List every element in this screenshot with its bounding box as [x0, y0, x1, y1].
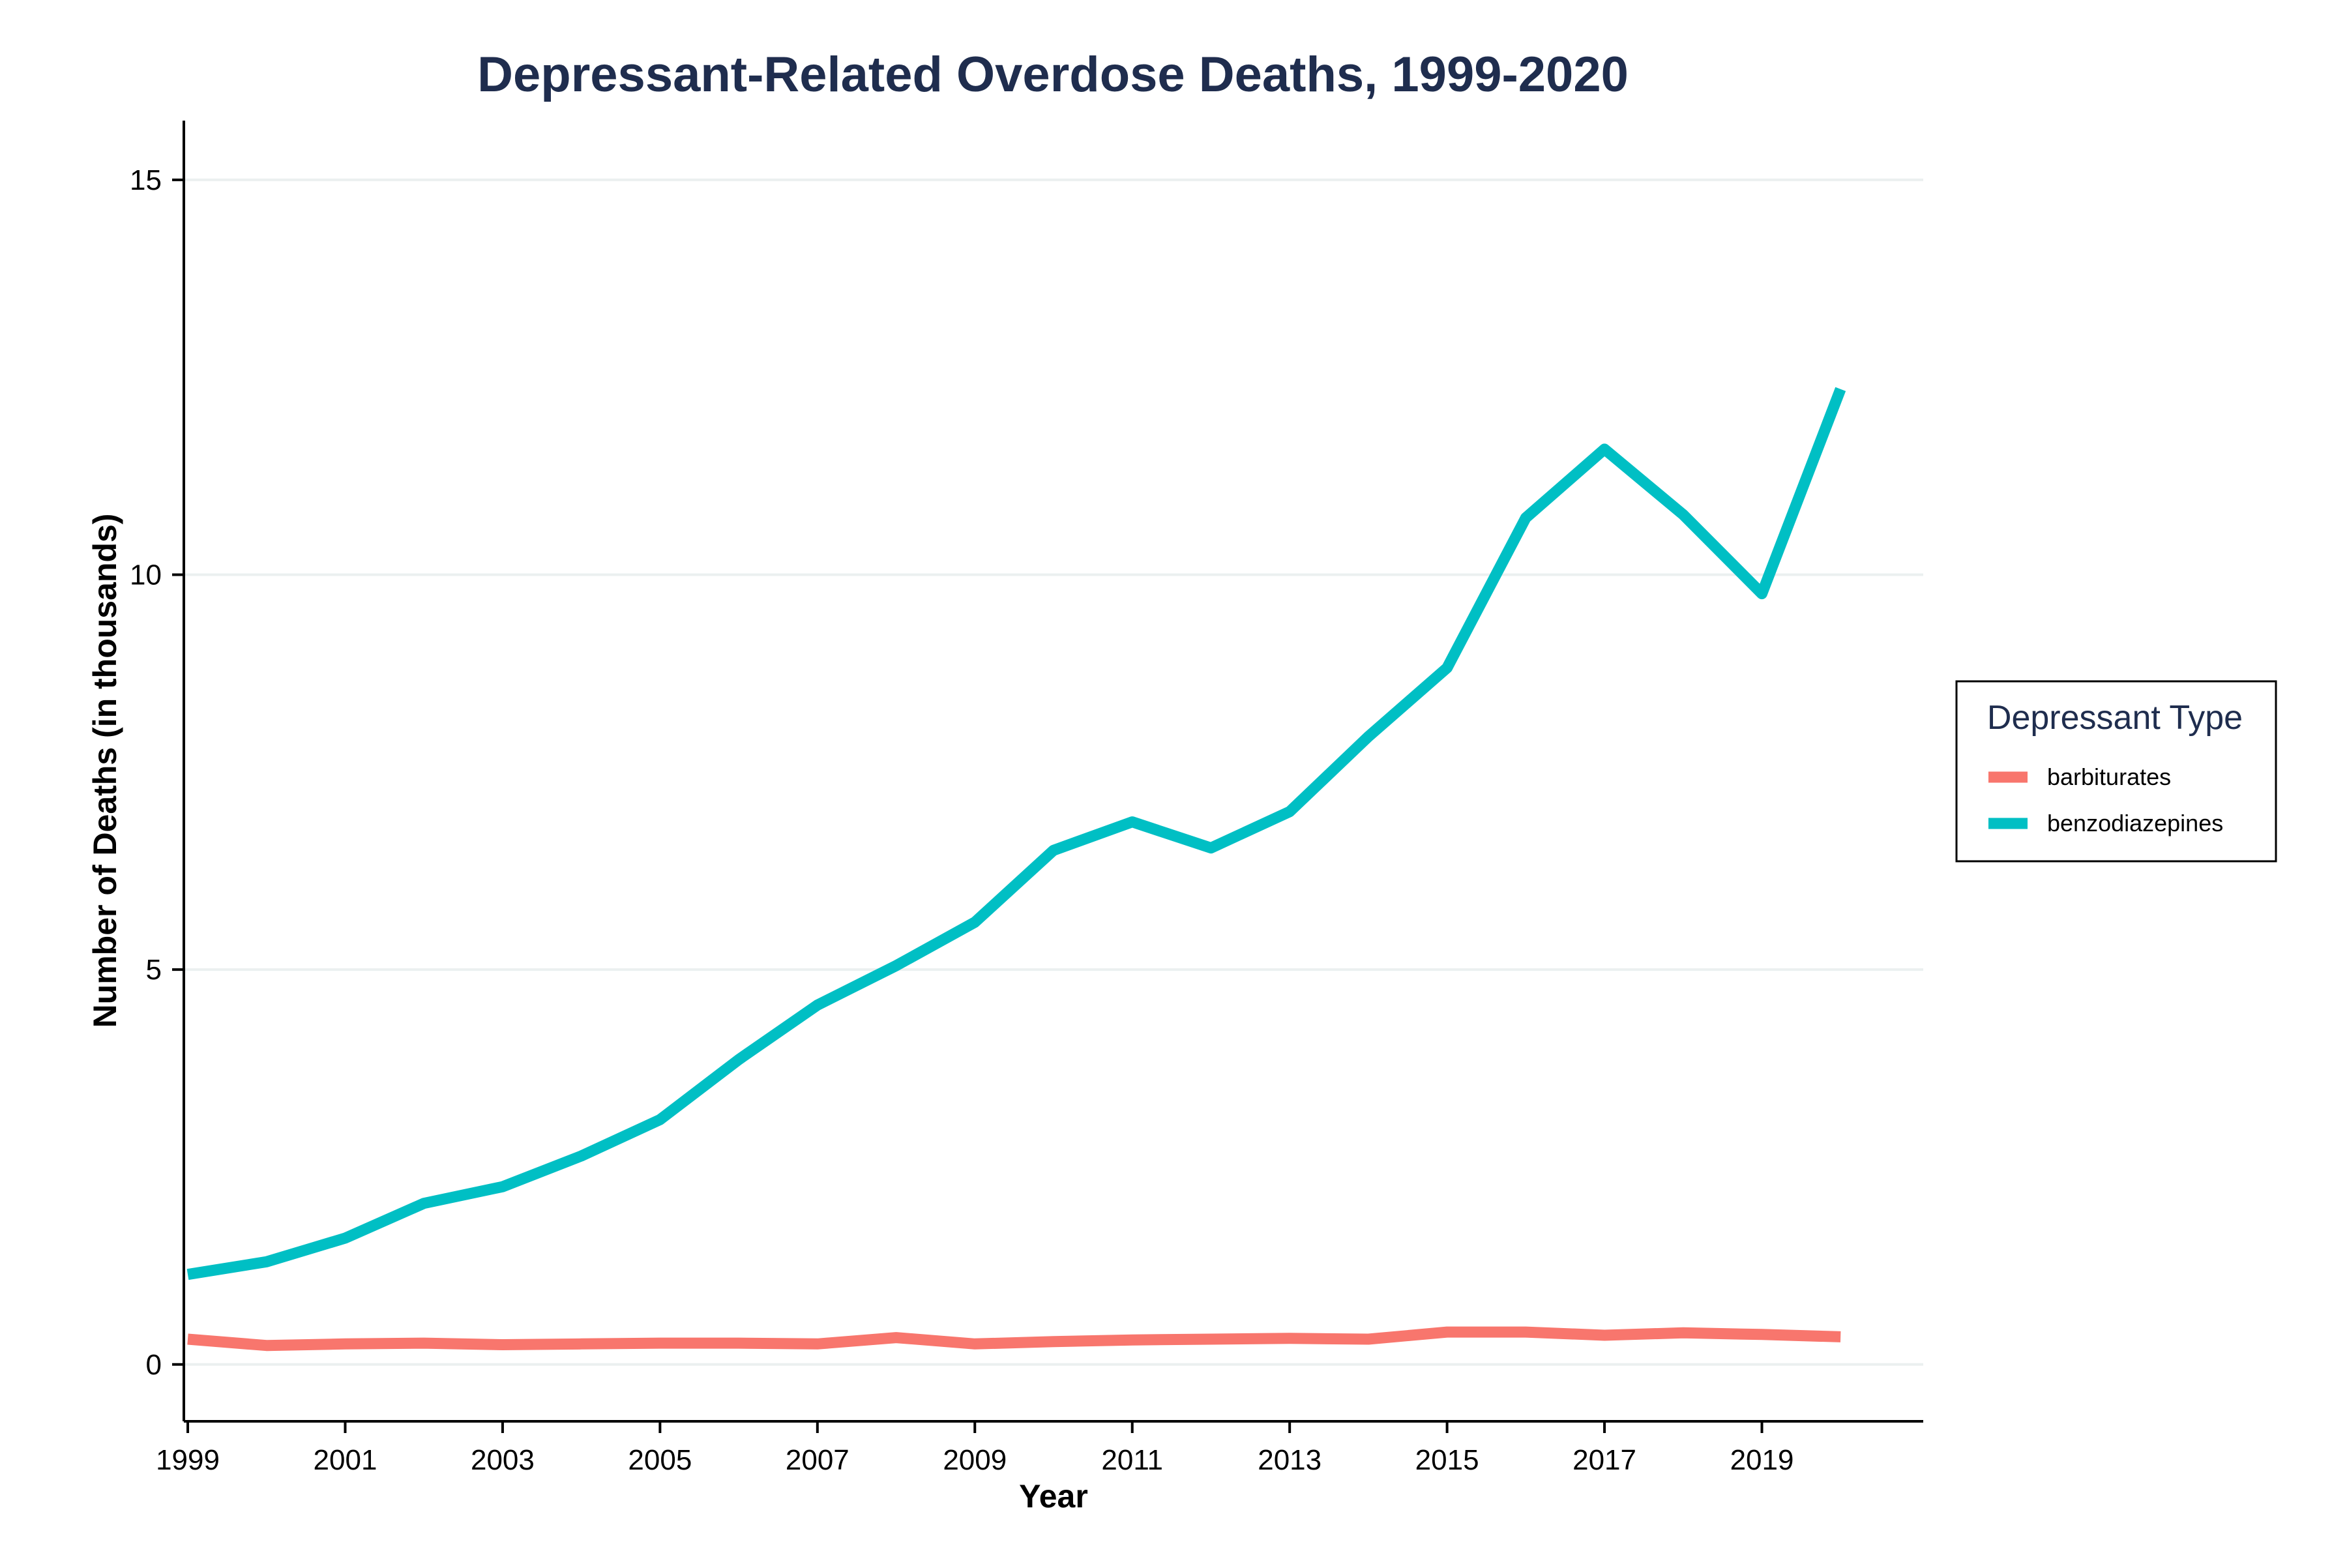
x-tick-label: 2011: [1101, 1444, 1163, 1476]
series-line-benzodiazepines: [186, 387, 1846, 1280]
x-tick-label: 2019: [1730, 1444, 1794, 1476]
x-tick-label: 1999: [156, 1444, 220, 1476]
y-tick-label: 10: [130, 559, 162, 591]
series-line-barbiturates: [187, 1326, 1841, 1352]
legend-box: [1955, 680, 2277, 863]
legend-label: barbiturates: [2047, 763, 2171, 790]
x-tick-label: 2005: [628, 1444, 692, 1476]
legend: Depressant Type barbiturates benzodiazepi…: [1955, 680, 2277, 863]
y-axis-title: Number of Deaths (in thousands): [87, 514, 123, 1028]
x-tick-label: 2003: [471, 1444, 535, 1476]
x-ticks: 1999 2001 2003 2005 2007 2009 2011 2013 2015 2017…: [156, 1421, 1793, 1476]
y-tick-label: 0: [146, 1349, 162, 1381]
x-tick-label: 2009: [943, 1444, 1007, 1476]
x-tick-label: 2013: [1258, 1444, 1321, 1476]
x-tick-label: 2015: [1415, 1444, 1479, 1476]
y-tick-label: 15: [130, 164, 162, 196]
series-lines: [186, 387, 1846, 1352]
chart-title: Depressant-Related Overdose Deaths, 1999…: [477, 47, 1629, 102]
y-ticks: 0 5 10 15: [130, 164, 184, 1381]
legend-label: benzodiazepines: [2047, 810, 2223, 836]
x-tick-label: 2001: [314, 1444, 377, 1476]
x-axis-title: Year: [1019, 1478, 1088, 1515]
x-tick-label: 2007: [786, 1444, 849, 1476]
legend-items: barbiturates benzodiazepines: [1988, 763, 2223, 836]
x-tick-label: 2017: [1572, 1444, 1636, 1476]
axes: [183, 121, 1923, 1423]
legend-title: Depressant Type: [1987, 699, 2243, 737]
gridlines: [184, 178, 1923, 1366]
y-tick-label: 5: [146, 954, 162, 986]
